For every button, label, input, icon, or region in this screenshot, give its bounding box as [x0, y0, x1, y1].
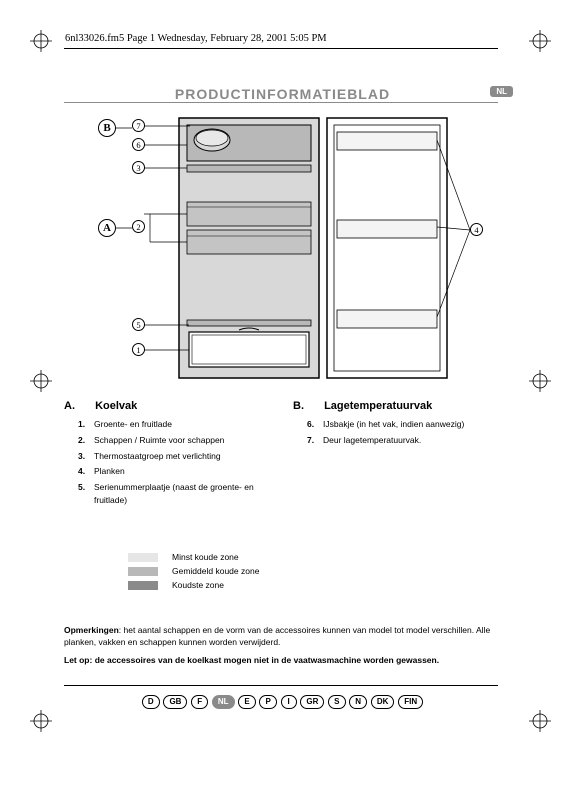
- lang-flag-gb: GB: [163, 695, 187, 709]
- list-item: 5.Serienummerplaatje (naast de groente- …: [94, 481, 269, 507]
- crop-mark-bl: [30, 710, 52, 732]
- legend-label: Gemiddeld koude zone: [172, 566, 259, 576]
- language-flags: D GB F NL E P I GR S N DK FIN: [0, 695, 565, 709]
- lang-flag-s: S: [328, 695, 345, 709]
- callout-4: 4: [470, 223, 483, 236]
- section-a-letter: A.: [64, 400, 92, 412]
- notes: Opmerkingen: het aantal schappen en de v…: [64, 625, 498, 673]
- footer-rule: [64, 685, 498, 686]
- list-item: 2.Schappen / Ruimte voor schappen: [94, 434, 269, 447]
- section-a-heading: A. Koelvak: [64, 400, 269, 412]
- lang-flag-nl: NL: [212, 695, 235, 709]
- fridge-diagram: B A 7 6 3 2 5 1 4: [64, 110, 498, 390]
- crop-mark-br: [529, 710, 551, 732]
- callout-5: 5: [132, 318, 145, 331]
- list-item: 7.Deur lagetemperatuurvak.: [323, 434, 498, 447]
- crop-mark-tl: [30, 30, 52, 52]
- lang-flag-n: N: [349, 695, 367, 709]
- title-row: PRODUCTINFORMATIEBLAD: [0, 86, 565, 102]
- title-rule: [64, 102, 498, 103]
- legend-row: Minst koude zone: [128, 552, 259, 562]
- section-b: B. Lagetemperatuurvak 6.IJsbakje (in het…: [293, 400, 498, 510]
- temperature-legend: Minst koude zone Gemiddeld koude zone Ko…: [128, 552, 259, 594]
- page-title: PRODUCTINFORMATIEBLAD: [175, 86, 390, 102]
- active-language-pill: NL: [490, 86, 513, 97]
- legend-swatch: [128, 581, 158, 590]
- callout-3: 3: [132, 161, 145, 174]
- legend-row: Gemiddeld koude zone: [128, 566, 259, 576]
- lang-flag-f: F: [191, 695, 208, 709]
- list-item: 3.Thermostaatgroep met verlichting: [94, 450, 269, 463]
- callout-1: 1: [132, 343, 145, 356]
- page-header: 6nl33026.fm5 Page 1 Wednesday, February …: [65, 33, 327, 44]
- callout-2: 2: [132, 220, 145, 233]
- legend-row: Koudste zone: [128, 580, 259, 590]
- note-2: Let op: de accessoires van de koelkast m…: [64, 655, 498, 667]
- lang-flag-p: P: [259, 695, 276, 709]
- section-b-title: Lagetemperatuurvak: [324, 400, 432, 412]
- crop-mark-mr: [529, 370, 551, 392]
- legend-label: Minst koude zone: [172, 552, 239, 562]
- crop-mark-tr: [529, 30, 551, 52]
- sections: A. Koelvak 1.Groente- en fruitlade 2.Sch…: [64, 400, 498, 510]
- lang-flag-gr: GR: [300, 695, 324, 709]
- section-b-heading: B. Lagetemperatuurvak: [293, 400, 498, 412]
- section-a-title: Koelvak: [95, 400, 137, 412]
- lang-flag-dk: DK: [371, 695, 395, 709]
- list-item: 6.IJsbakje (in het vak, indien aanwezig): [323, 418, 498, 431]
- note-1: Opmerkingen: het aantal schappen en de v…: [64, 625, 498, 649]
- callout-6: 6: [132, 138, 145, 151]
- header-rule: [64, 48, 498, 49]
- section-b-letter: B.: [293, 400, 321, 412]
- lang-flag-fin: FIN: [398, 695, 423, 709]
- label-a: A: [98, 219, 116, 237]
- legend-label: Koudste zone: [172, 580, 224, 590]
- legend-swatch: [128, 553, 158, 562]
- section-a: A. Koelvak 1.Groente- en fruitlade 2.Sch…: [64, 400, 269, 510]
- label-b: B: [98, 119, 116, 137]
- lang-flag-i: I: [281, 695, 297, 709]
- list-item: 1.Groente- en fruitlade: [94, 418, 269, 431]
- crop-mark-ml: [30, 370, 52, 392]
- list-item: 4.Planken: [94, 465, 269, 478]
- lang-flag-d: D: [142, 695, 160, 709]
- legend-swatch: [128, 567, 158, 576]
- callout-7: 7: [132, 119, 145, 132]
- lang-flag-e: E: [238, 695, 255, 709]
